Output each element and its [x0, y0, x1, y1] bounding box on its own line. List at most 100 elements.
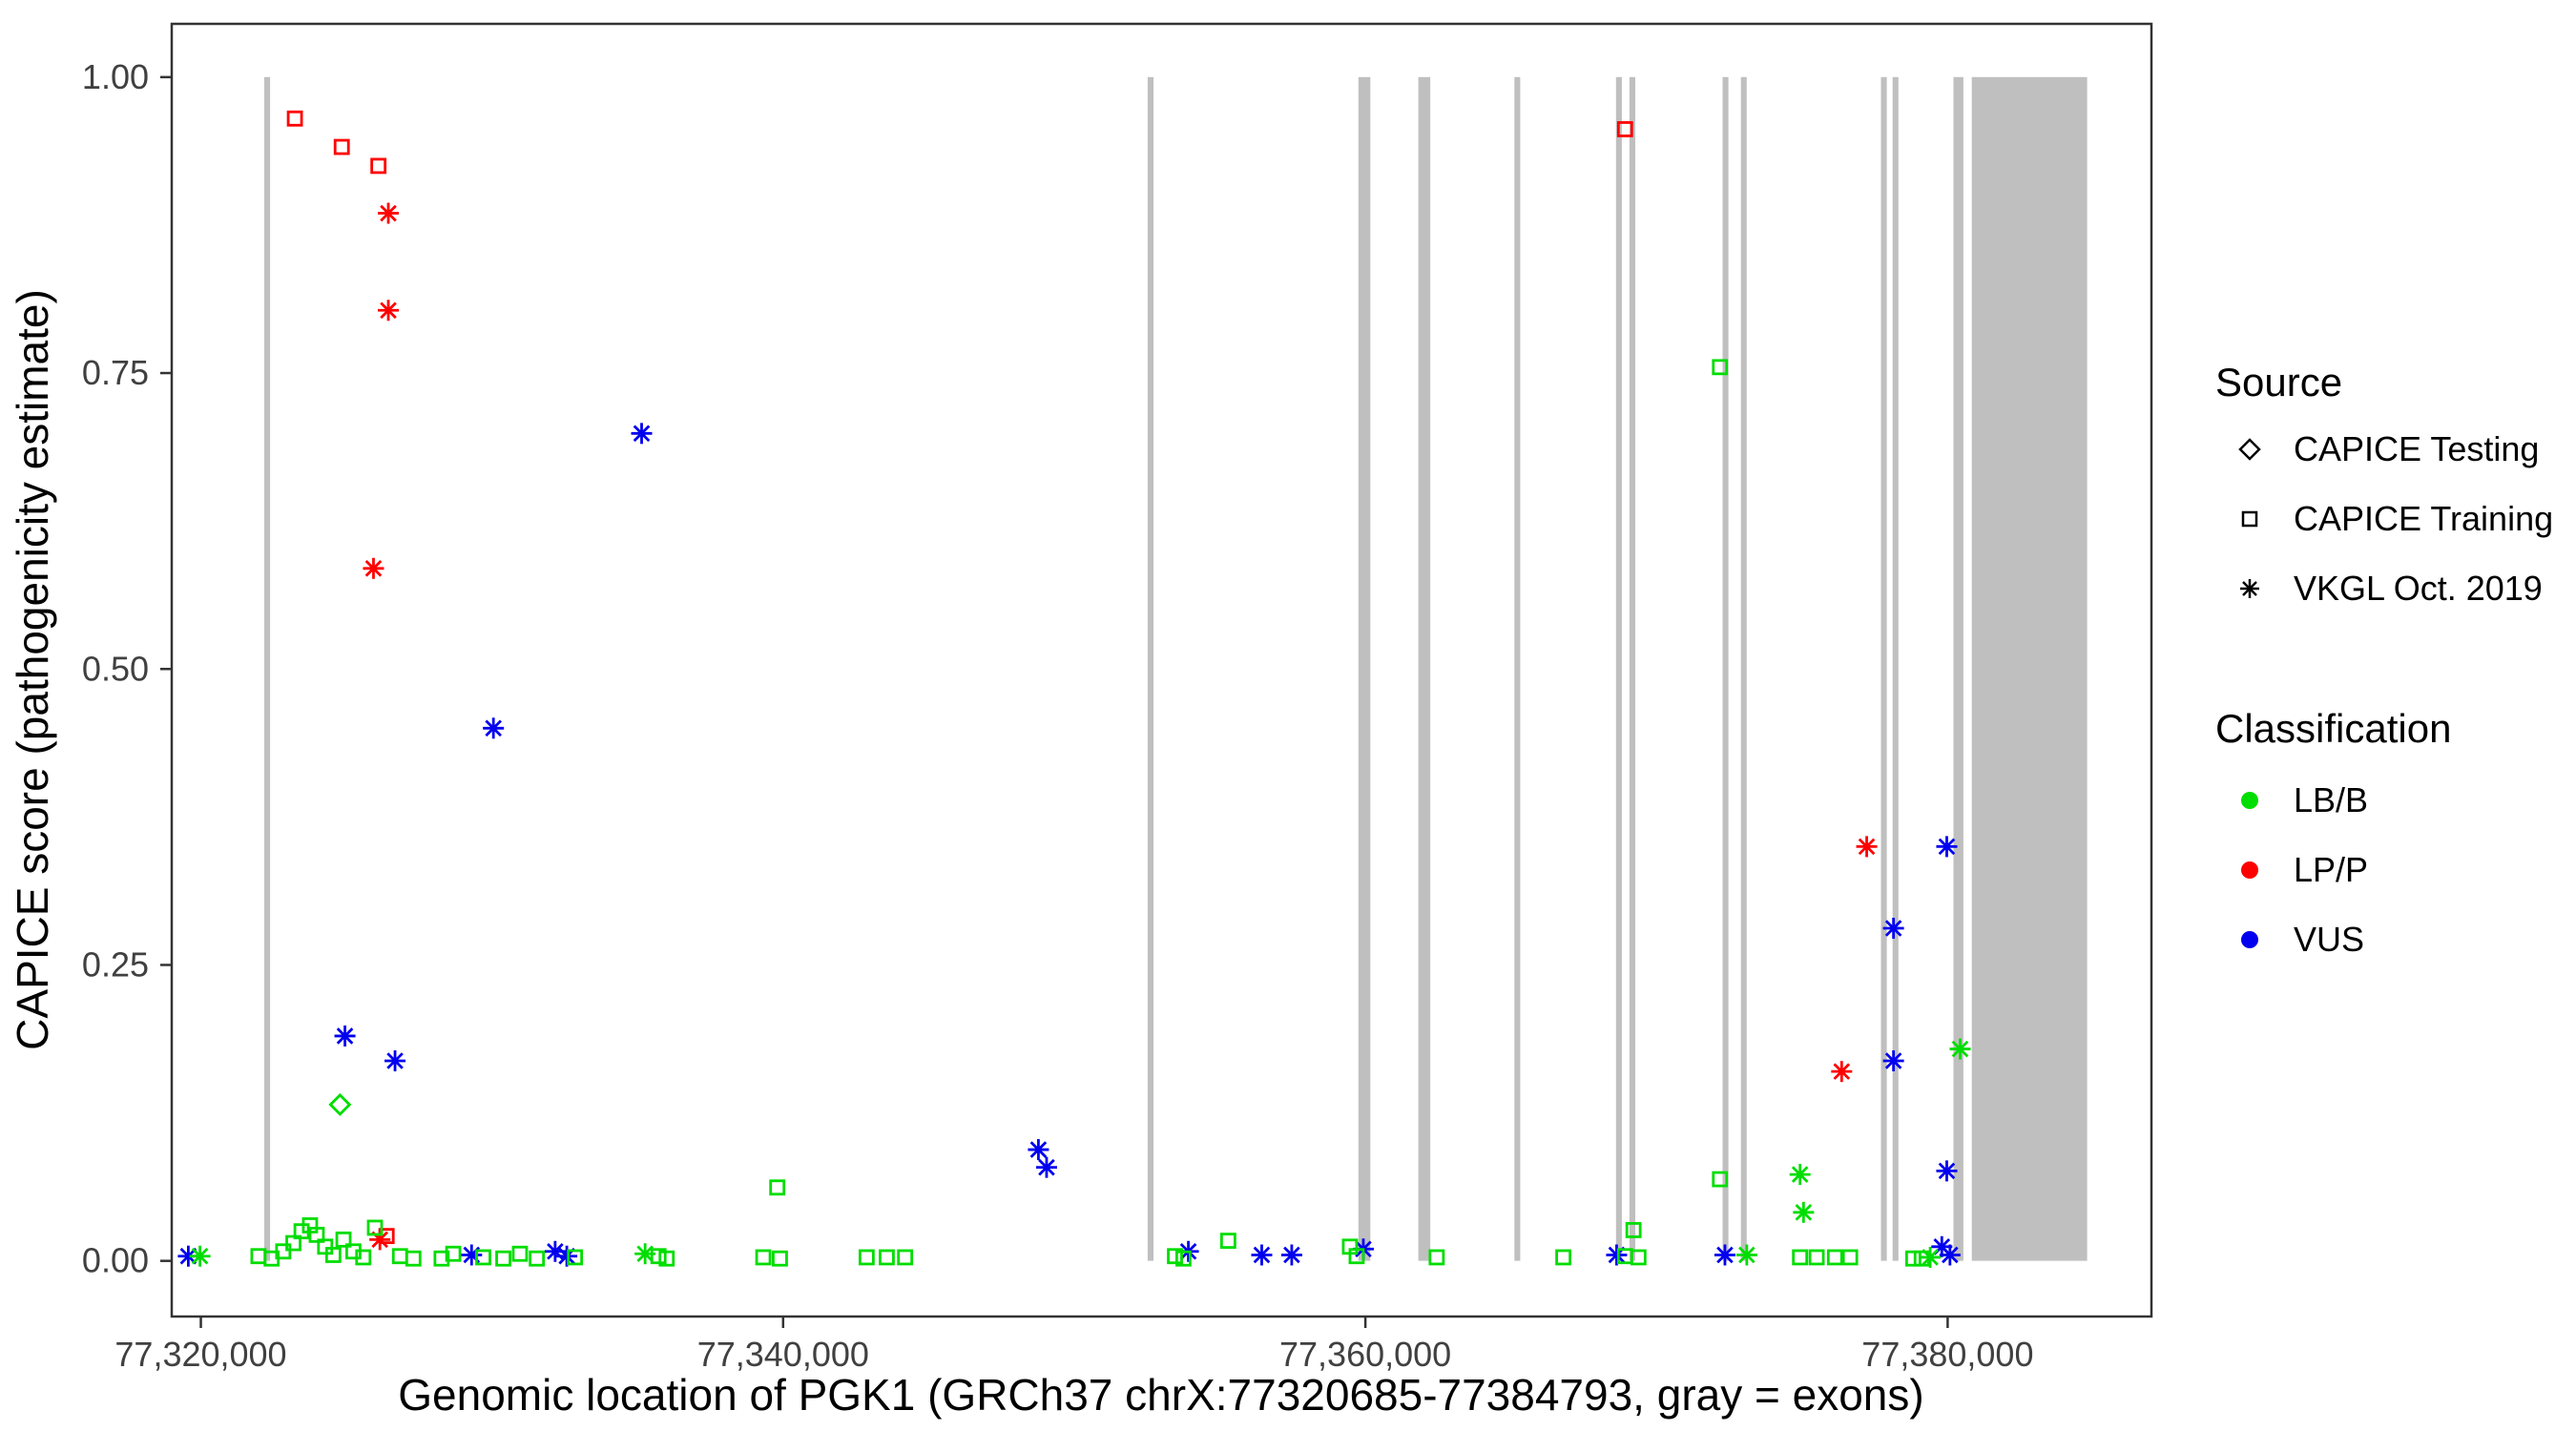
y-tick-label: 0.75	[82, 353, 149, 392]
data-point	[495, 1250, 511, 1267]
data-point	[879, 1249, 895, 1266]
legend-item-vkgl: VKGL Oct. 2019	[2240, 569, 2543, 608]
legend-item-label: VKGL Oct. 2019	[2294, 569, 2543, 608]
y-tick-label: 0.25	[82, 944, 149, 984]
data-point	[378, 300, 400, 321]
x-axis-ticks: 77,320,000 77,340,000 77,360,000 77,380,000	[114, 1317, 2033, 1374]
y-tick-label: 0.00	[82, 1241, 149, 1280]
exon-band	[1740, 76, 1747, 1261]
diamond-icon	[2238, 438, 2261, 461]
data-point	[475, 1249, 491, 1266]
data-point	[445, 1245, 462, 1262]
data-points	[177, 110, 1971, 1268]
exon-band	[1722, 76, 1729, 1261]
data-point	[1167, 1248, 1183, 1265]
data-point	[1625, 1222, 1642, 1238]
lpp-color-dot	[2241, 861, 2258, 879]
data-point	[1913, 1250, 1930, 1267]
data-point	[1808, 1249, 1825, 1266]
data-point	[1251, 1244, 1273, 1266]
y-axis-title: CAPICE score (pathogenicity estimate)	[8, 289, 57, 1050]
legend-item-lpp: LP/P	[2241, 850, 2368, 889]
data-point	[363, 557, 384, 579]
data-point	[769, 1179, 786, 1196]
data-point	[189, 1245, 211, 1267]
data-point	[1826, 1249, 1843, 1266]
y-tick-label: 0.50	[82, 649, 149, 688]
exon-band	[1629, 76, 1635, 1261]
exon-band	[1147, 76, 1153, 1261]
y-tick-label: 1.00	[82, 57, 149, 96]
data-point	[1174, 1250, 1192, 1267]
legend-item-label: LB/B	[2294, 780, 2368, 819]
data-point	[1831, 1061, 1853, 1083]
data-point	[1949, 1038, 1971, 1060]
legend-item-vus: VUS	[2241, 920, 2364, 959]
x-tick-label: 77,320,000	[114, 1335, 286, 1374]
data-point	[529, 1250, 546, 1267]
data-point	[286, 110, 303, 127]
x-tick-label: 77,360,000	[1279, 1335, 1451, 1374]
exon-bands	[264, 76, 2088, 1261]
data-point	[324, 1247, 342, 1263]
lbb-color-dot	[2241, 792, 2258, 809]
y-axis-ticks: 0.00 0.25 0.50 0.75 1.00	[82, 57, 172, 1280]
legend-item-capice-testing: CAPICE Testing	[2238, 429, 2539, 468]
data-point	[1856, 836, 1878, 858]
x-tick-label: 77,340,000	[697, 1335, 869, 1374]
legend-item-capice-training: CAPICE Training	[2241, 499, 2553, 538]
data-point	[384, 1049, 406, 1071]
data-point	[334, 1025, 356, 1047]
data-point	[1789, 1164, 1811, 1186]
data-point	[1841, 1249, 1859, 1266]
data-point	[511, 1245, 529, 1262]
legend-item-label: LP/P	[2294, 850, 2368, 889]
data-point	[897, 1249, 914, 1266]
data-point	[1035, 1156, 1057, 1178]
exon-band	[1514, 76, 1521, 1261]
exon-band	[1418, 76, 1431, 1261]
data-point	[370, 157, 387, 175]
data-point	[1630, 1249, 1647, 1266]
data-point	[1882, 1049, 1904, 1071]
legend-item-lbb: LB/B	[2241, 780, 2368, 819]
data-point	[433, 1250, 450, 1267]
data-point	[1882, 918, 1904, 940]
exon-band	[1880, 76, 1887, 1261]
exon-band	[1971, 76, 2088, 1261]
x-axis-title: Genomic location of PGK1 (GRCh37 chrX:77…	[398, 1370, 1923, 1420]
data-point	[1712, 359, 1729, 376]
data-point	[631, 423, 653, 445]
data-point	[1348, 1248, 1365, 1265]
legend-classification-title: Classification	[2215, 706, 2451, 751]
data-point	[1936, 836, 1958, 858]
data-point	[1792, 1249, 1809, 1266]
vus-color-dot	[2241, 931, 2258, 948]
exon-band	[1358, 76, 1371, 1261]
legend-item-label: CAPICE Training	[2294, 499, 2553, 538]
data-point	[658, 1250, 675, 1267]
data-point	[328, 1092, 352, 1116]
exon-band	[1892, 76, 1899, 1261]
data-point	[772, 1250, 788, 1267]
data-point	[1555, 1249, 1572, 1266]
data-point	[1793, 1201, 1815, 1223]
legend: Source CAPICE Testing CAPICE Training VK…	[2215, 360, 2553, 959]
exon-band	[264, 76, 271, 1261]
data-point	[275, 1243, 292, 1260]
data-point	[1616, 121, 1633, 137]
data-point	[1936, 1160, 1958, 1182]
plot-panel	[172, 24, 2151, 1317]
data-point	[650, 1248, 667, 1265]
data-point	[369, 1229, 391, 1251]
data-point	[858, 1249, 875, 1266]
data-point	[285, 1234, 301, 1252]
data-point	[308, 1226, 325, 1243]
legend-item-label: CAPICE Testing	[2294, 429, 2539, 468]
data-point	[355, 1249, 372, 1266]
data-point	[755, 1249, 772, 1266]
data-point	[378, 202, 400, 224]
data-point	[1714, 1244, 1735, 1266]
data-point	[317, 1238, 334, 1255]
